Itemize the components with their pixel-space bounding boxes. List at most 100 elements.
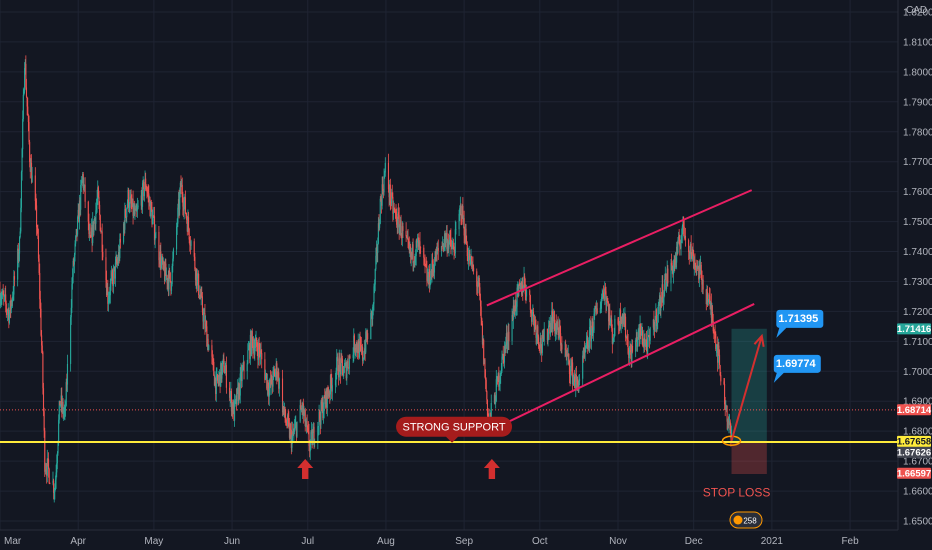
candle-body [503,354,505,363]
candle-body [394,209,396,211]
stop-zone [731,441,767,475]
candle-body [458,213,460,230]
candle-body [71,284,73,308]
candle-body [327,388,329,395]
candle-body [128,207,130,209]
candle-body [729,421,731,431]
candle-body [70,307,72,318]
candle-body [23,91,25,95]
candle-body [628,351,630,359]
candle-body [384,172,386,177]
candle-body [145,178,147,188]
candle-body [720,375,722,382]
candle-body [143,188,145,197]
candle-body [337,356,339,375]
candle-body [584,348,586,353]
candle-body [48,459,50,469]
candle-body [730,429,733,438]
candle-body [469,257,471,265]
candle-body [472,264,474,268]
candle-body [702,279,704,290]
candle-body [311,430,313,445]
candle-body [240,371,243,382]
candle-body [207,338,209,351]
candle-body [321,402,323,410]
candle-body [8,310,10,323]
candle-body [232,402,234,414]
candle-body [340,357,342,375]
candle-body [63,412,65,415]
candle-body [162,257,164,266]
candle-body [619,309,622,326]
candle-body [549,323,552,334]
candle-body [671,262,673,269]
candle-body [517,285,519,290]
candle-body [341,358,343,367]
candle-body [53,480,55,493]
candle-body [724,384,726,405]
candle-body [143,181,145,197]
candle-body [724,404,726,410]
candle-body [655,309,658,327]
candle-body [184,197,186,203]
price-tag [897,323,931,335]
candle-body [222,358,224,361]
candle-body [105,257,107,281]
candle-body [129,196,132,198]
candle-body [493,394,495,403]
candle-body [601,293,603,298]
candle-body [5,303,7,310]
candle-body [531,312,533,322]
candle-body [111,272,113,279]
candle-body [7,310,9,312]
candle-body [477,285,479,287]
candle-body [623,316,625,320]
candle-body [56,453,58,464]
candle-body [203,313,205,315]
candle-body [132,198,134,216]
candle-body [319,411,321,419]
candle-body [228,387,231,398]
candle-body [285,421,287,425]
candle-body [310,432,312,443]
candle-body [152,216,154,225]
candle-body [225,365,227,370]
candle-body [73,260,75,265]
candle-body [417,237,419,241]
candle-body [420,247,422,249]
candle-body [93,220,95,233]
candle-body [307,427,309,432]
x-tick-label: Mar [4,536,22,547]
candle-body [238,383,240,401]
candle-body [411,244,413,256]
candle-body [251,331,253,339]
candle-body [416,240,419,243]
candle-body [603,297,605,300]
candle-body [152,215,154,217]
candle-body [256,346,258,352]
candle-body [42,388,45,412]
candle-body [182,206,185,211]
badge-count: 258 [743,517,757,526]
candle-body [541,348,543,353]
candle-body [211,345,213,357]
candle-body [683,226,685,238]
candle-body [259,350,261,357]
candle-body [70,317,72,364]
candle-body [31,175,33,183]
candle-body [292,431,294,438]
candle-body [640,323,642,336]
candle-body [645,339,647,345]
candle-body [312,426,314,433]
candle-body [115,259,117,263]
candle-body [356,342,358,350]
candle-body [80,182,82,185]
candle-body [118,252,120,259]
candle-body [305,425,307,427]
candle-body [331,385,333,392]
candle-body [534,320,536,327]
candle-body [459,208,461,214]
candle-body [540,337,542,349]
candle-body [637,339,639,347]
